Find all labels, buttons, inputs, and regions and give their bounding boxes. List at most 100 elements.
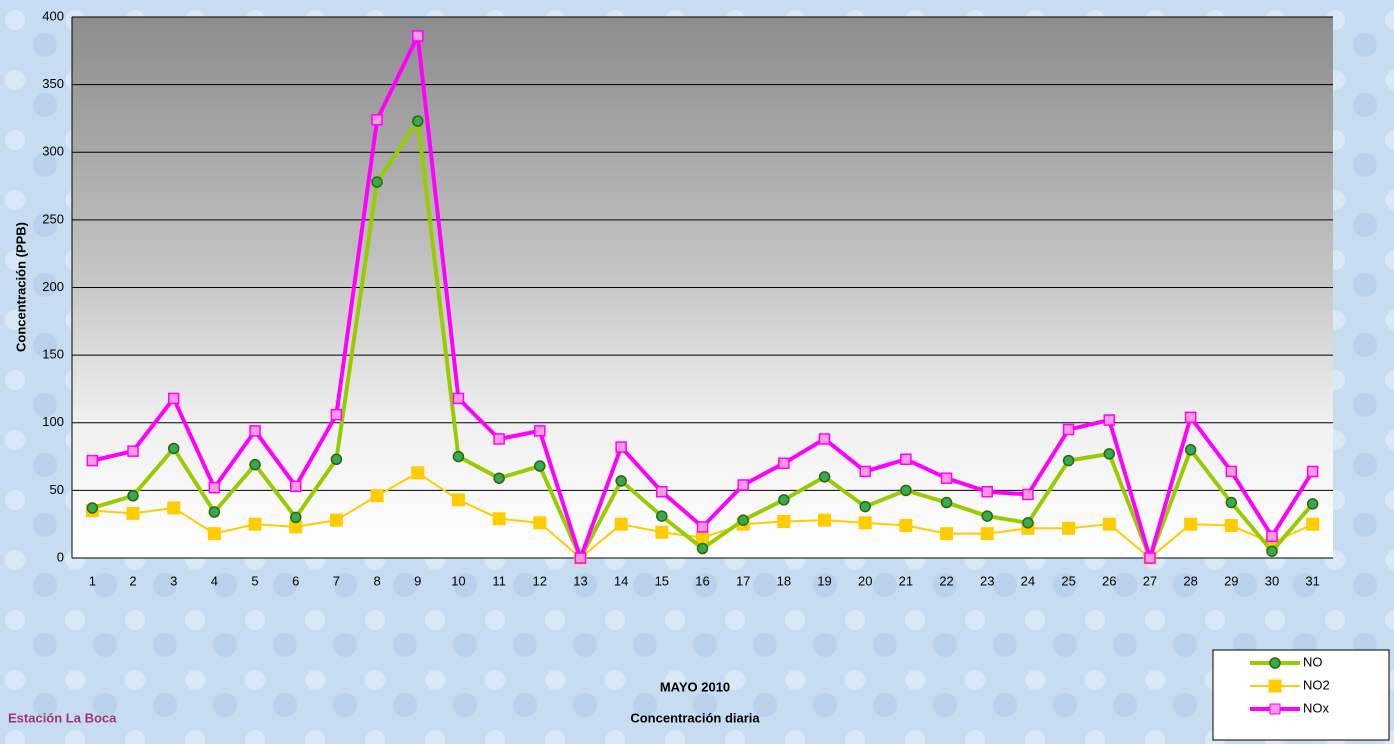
y-tick-label: 0 xyxy=(57,549,64,564)
data-point xyxy=(494,434,504,444)
data-point xyxy=(453,393,463,403)
x-tick-label: 19 xyxy=(817,573,831,588)
station-label: Estación La Boca xyxy=(8,710,117,725)
data-point xyxy=(493,512,506,525)
data-point xyxy=(779,458,789,468)
x-tick-label: 22 xyxy=(939,573,953,588)
data-point xyxy=(1064,456,1074,466)
data-point xyxy=(820,472,830,482)
x-tick-label: 3 xyxy=(170,573,177,588)
legend-marker xyxy=(1270,704,1280,714)
x-tick-label: 14 xyxy=(614,573,628,588)
data-point xyxy=(331,454,341,464)
y-tick-label: 350 xyxy=(42,76,64,91)
chart-subtitle: Concentración diaria xyxy=(630,710,760,725)
data-point xyxy=(1186,445,1196,455)
x-tick-label: 25 xyxy=(1061,573,1075,588)
x-tick-label: 20 xyxy=(858,573,872,588)
data-point xyxy=(655,526,668,539)
data-point xyxy=(940,527,953,540)
data-point xyxy=(615,518,628,531)
data-point xyxy=(1308,466,1318,476)
data-point xyxy=(982,487,992,497)
data-point xyxy=(494,473,504,483)
data-point xyxy=(1145,553,1155,563)
data-point xyxy=(208,527,221,540)
x-tick-label: 26 xyxy=(1102,573,1116,588)
data-point xyxy=(860,502,870,512)
x-tick-label: 2 xyxy=(129,573,136,588)
data-point xyxy=(250,460,260,470)
data-point xyxy=(452,493,465,506)
data-point xyxy=(698,522,708,532)
data-point xyxy=(87,456,97,466)
data-point xyxy=(1104,449,1114,459)
legend xyxy=(1213,650,1389,740)
data-point xyxy=(1225,519,1238,532)
data-point xyxy=(291,481,301,491)
x-tick-label: 8 xyxy=(373,573,380,588)
x-tick-label: 28 xyxy=(1183,573,1197,588)
data-point xyxy=(1186,412,1196,422)
chart-title: MAYO 2010 xyxy=(660,679,730,694)
data-point xyxy=(657,511,667,521)
data-point xyxy=(981,527,994,540)
x-tick-label: 27 xyxy=(1143,573,1157,588)
data-point xyxy=(250,426,260,436)
x-tick-label: 30 xyxy=(1265,573,1279,588)
data-point xyxy=(859,516,872,529)
x-tick-label: 11 xyxy=(492,573,506,588)
x-tick-label: 29 xyxy=(1224,573,1238,588)
data-point xyxy=(128,491,138,501)
data-point xyxy=(169,393,179,403)
x-tick-label: 13 xyxy=(573,573,587,588)
data-point xyxy=(169,443,179,453)
data-point xyxy=(820,434,830,444)
x-tick-label: 16 xyxy=(695,573,709,588)
data-point xyxy=(249,518,262,531)
data-point xyxy=(860,466,870,476)
data-point xyxy=(1306,518,1319,531)
data-point xyxy=(453,452,463,462)
data-point xyxy=(901,454,911,464)
data-point xyxy=(291,512,301,522)
x-tick-label: 21 xyxy=(899,573,913,588)
x-tick-label: 17 xyxy=(736,573,750,588)
x-tick-label: 6 xyxy=(292,573,299,588)
legend-marker xyxy=(1269,680,1282,693)
data-point xyxy=(1064,425,1074,435)
data-point xyxy=(1103,518,1116,531)
data-point xyxy=(698,544,708,554)
data-point xyxy=(1226,498,1236,508)
data-point xyxy=(87,503,97,513)
data-point xyxy=(899,519,912,532)
data-point xyxy=(411,466,424,479)
data-point xyxy=(657,487,667,497)
y-tick-label: 150 xyxy=(42,347,64,362)
x-tick-label: 7 xyxy=(333,573,340,588)
data-point xyxy=(777,515,790,528)
y-tick-label: 400 xyxy=(42,8,64,23)
x-tick-label: 10 xyxy=(451,573,465,588)
data-point xyxy=(1062,522,1075,535)
data-point xyxy=(942,498,952,508)
data-point xyxy=(209,507,219,517)
legend-label: NO xyxy=(1303,654,1323,669)
y-tick-label: 200 xyxy=(42,279,64,294)
data-point xyxy=(616,476,626,486)
legend-label: NO2 xyxy=(1303,677,1330,692)
data-point xyxy=(575,553,585,563)
data-point xyxy=(371,489,384,502)
y-axis-title: Concentración (PPB) xyxy=(13,222,28,352)
data-point xyxy=(616,442,626,452)
data-point xyxy=(127,507,140,520)
y-tick-label: 50 xyxy=(50,482,64,497)
data-point xyxy=(696,531,709,544)
data-point xyxy=(209,483,219,493)
data-point xyxy=(533,516,546,529)
y-tick-label: 250 xyxy=(42,211,64,226)
x-tick-label: 18 xyxy=(777,573,791,588)
data-point xyxy=(1023,489,1033,499)
data-point xyxy=(1267,531,1277,541)
data-point xyxy=(738,515,748,525)
